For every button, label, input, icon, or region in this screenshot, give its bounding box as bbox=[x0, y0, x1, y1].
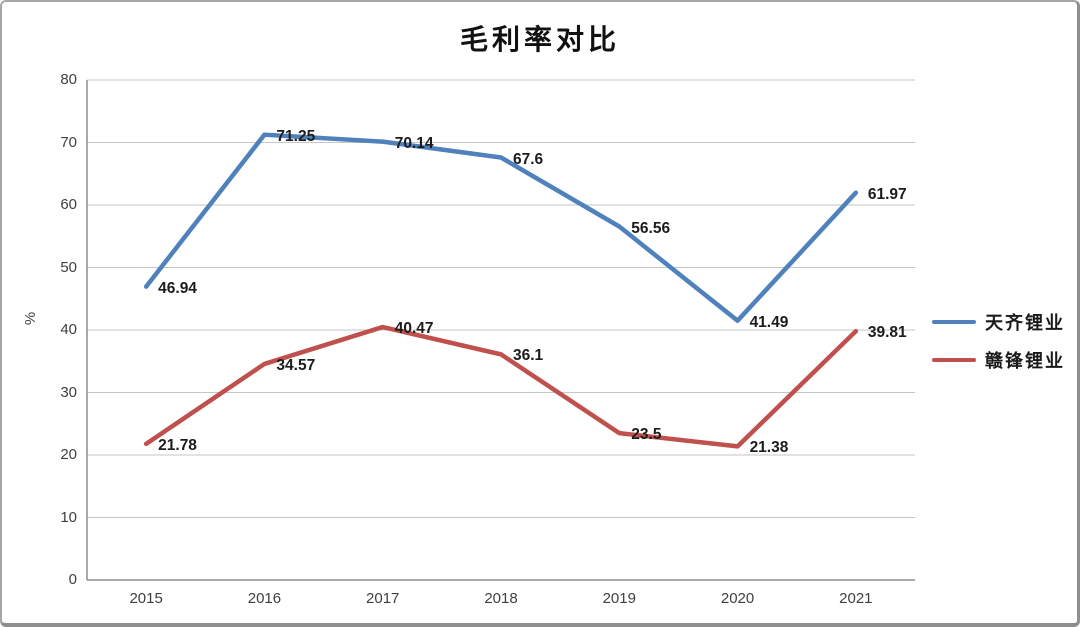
x-axis-tick-label: 2020 bbox=[720, 590, 755, 607]
y-axis-tick-label: 20 bbox=[60, 446, 77, 463]
y-axis-tick-label: 70 bbox=[60, 133, 77, 151]
legend-line-swatch bbox=[932, 320, 976, 324]
data-label: 46.94 bbox=[158, 279, 197, 297]
y-axis-tick-label: 40 bbox=[60, 321, 77, 338]
data-label: 41.49 bbox=[749, 313, 789, 331]
x-axis-tick-label: 2016 bbox=[247, 590, 282, 607]
x-axis-tick-label: 2021 bbox=[839, 590, 873, 607]
data-label: 56.56 bbox=[631, 219, 671, 237]
y-axis-tick-label: 10 bbox=[60, 508, 77, 526]
chart-title: 毛利率对比 bbox=[459, 23, 620, 56]
legend-item: 赣锋锂业 bbox=[932, 347, 1065, 373]
data-label: 21.38 bbox=[749, 439, 789, 457]
legend: 天齐锂业 赣锋锂业 bbox=[932, 309, 1065, 373]
legend-line-swatch bbox=[932, 358, 976, 362]
x-axis-tick-label: 2019 bbox=[602, 590, 636, 607]
data-label: 71.25 bbox=[276, 127, 316, 145]
data-label: 70.14 bbox=[394, 134, 434, 152]
legend-label: 天齐锂业 bbox=[985, 313, 1065, 334]
x-axis-tick-label: 2018 bbox=[484, 590, 518, 607]
y-axis-tick-label: 50 bbox=[60, 258, 77, 276]
legend-item: 天齐锂业 bbox=[932, 309, 1065, 335]
series-line-天齐锂业 bbox=[143, 132, 859, 323]
y-axis-tick-label: 0 bbox=[68, 571, 77, 588]
y-axis-tick-label: 80 bbox=[60, 71, 77, 88]
data-label: 39.81 bbox=[867, 324, 907, 342]
series-line-赣锋锂业 bbox=[143, 324, 859, 449]
data-label: 21.78 bbox=[158, 436, 197, 454]
legend-label: 赣锋锂业 bbox=[985, 351, 1065, 372]
x-axis-tick-label: 2017 bbox=[366, 590, 400, 607]
y-axis-tick-label: 60 bbox=[60, 196, 77, 213]
data-label: 36.1 bbox=[513, 347, 544, 365]
data-label: 23.5 bbox=[631, 426, 662, 444]
data-label: 67.6 bbox=[513, 150, 544, 168]
y-axis-tick-label: 30 bbox=[60, 383, 77, 401]
data-label: 40.47 bbox=[394, 320, 434, 338]
data-label: 61.97 bbox=[867, 185, 907, 203]
data-label: 34.57 bbox=[276, 356, 316, 374]
x-axis-tick-label: 2015 bbox=[129, 590, 163, 607]
